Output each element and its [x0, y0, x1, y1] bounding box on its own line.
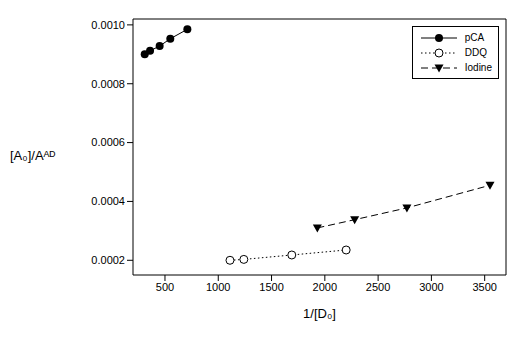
svg-text:0.0010: 0.0010 [91, 19, 125, 31]
svg-text:0.0004: 0.0004 [91, 195, 125, 207]
html-text:[A₀]/Aᴬᴰ: [A₀]/Aᴬᴰ [10, 148, 56, 163]
svg-text:1500: 1500 [259, 281, 283, 293]
svg-text:0.0002: 0.0002 [91, 254, 125, 266]
svg-text:1/[D₀]: 1/[D₀] [303, 306, 336, 321]
html-text:Iodine: Iodine [464, 62, 492, 73]
svg-text:2000: 2000 [313, 281, 337, 293]
svg-text:1000: 1000 [206, 281, 230, 293]
html-text:pCA: pCA [464, 32, 485, 43]
svg-text:3000: 3000 [419, 281, 443, 293]
html-text:DDQ: DDQ [464, 47, 487, 58]
svg-text:3500: 3500 [472, 281, 496, 293]
svg-text:2500: 2500 [366, 281, 390, 293]
svg-text:0.0008: 0.0008 [91, 78, 125, 90]
svg-text:0.0006: 0.0006 [91, 136, 125, 148]
svg-text:500: 500 [156, 281, 174, 293]
